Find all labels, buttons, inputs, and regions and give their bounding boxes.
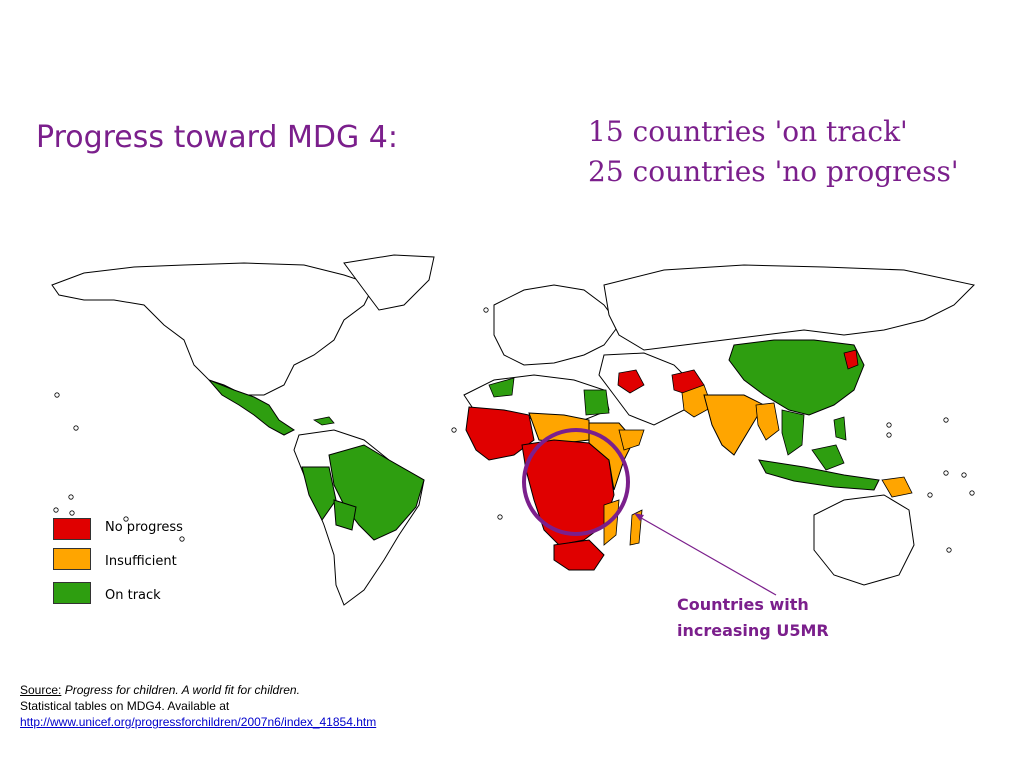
russia <box>603 264 976 351</box>
peru-ecuador <box>301 466 337 521</box>
china <box>728 339 865 416</box>
world-map <box>51 254 976 606</box>
north-korea <box>843 349 859 370</box>
annotation-line-2: increasing U5MR <box>677 621 829 640</box>
arrow-head <box>634 513 644 521</box>
philippines <box>833 416 847 441</box>
papua-new-guinea <box>881 476 913 498</box>
europe <box>493 284 620 366</box>
iraq <box>617 369 645 394</box>
page-title: Progress toward MDG 4: <box>36 120 398 155</box>
southern-africa <box>553 539 605 571</box>
legend-swatch-insufficient <box>53 548 91 570</box>
legend-item-insufficient: Insufficient <box>53 548 253 578</box>
australia <box>813 494 915 586</box>
no-progress-count: 25 countries 'no progress' <box>588 155 959 188</box>
legend-label-no-progress: No progress <box>105 520 183 535</box>
source-citation: Source: Progress for children. A world f… <box>20 682 376 730</box>
caribbean <box>312 416 335 426</box>
horn-of-africa <box>618 429 645 451</box>
legend-label-on-track: On track <box>105 588 161 603</box>
legend-item-on-track: On track <box>53 582 253 612</box>
annotation-text: Countries with increasing U5MR <box>677 592 877 644</box>
middle-east <box>598 352 695 426</box>
highlight-circle <box>522 428 630 536</box>
myanmar <box>755 402 780 441</box>
borneo <box>811 444 845 471</box>
legend-swatch-no-progress <box>53 518 91 540</box>
legend-item-no-progress: No progress <box>53 518 253 548</box>
legend-label-insufficient: Insufficient <box>105 554 177 569</box>
indonesia <box>758 459 880 491</box>
island-markers <box>53 307 975 553</box>
source-title: Progress for children. A world fit for c… <box>64 683 300 697</box>
annotation-line-1: Countries with <box>677 595 809 614</box>
morocco <box>488 377 515 398</box>
indochina <box>781 409 805 456</box>
north-america <box>51 262 375 396</box>
pakistan <box>681 384 713 418</box>
source-link[interactable]: http://www.unicef.org/progressforchildre… <box>20 715 377 729</box>
source-label: Source: <box>20 683 62 697</box>
on-track-count: 15 countries 'on track' <box>588 115 908 148</box>
india <box>703 394 765 456</box>
country-counts: 15 countries 'on track' 25 countries 'no… <box>588 112 959 192</box>
egypt <box>583 389 610 416</box>
west-africa <box>465 406 535 461</box>
mexico-central-america <box>208 379 295 436</box>
annotation-arrow <box>635 514 777 596</box>
source-line-2: Statistical tables on MDG4. Available at <box>20 699 230 713</box>
bolivia <box>333 499 357 531</box>
greenland <box>343 254 435 311</box>
legend-swatch-on-track <box>53 582 91 604</box>
